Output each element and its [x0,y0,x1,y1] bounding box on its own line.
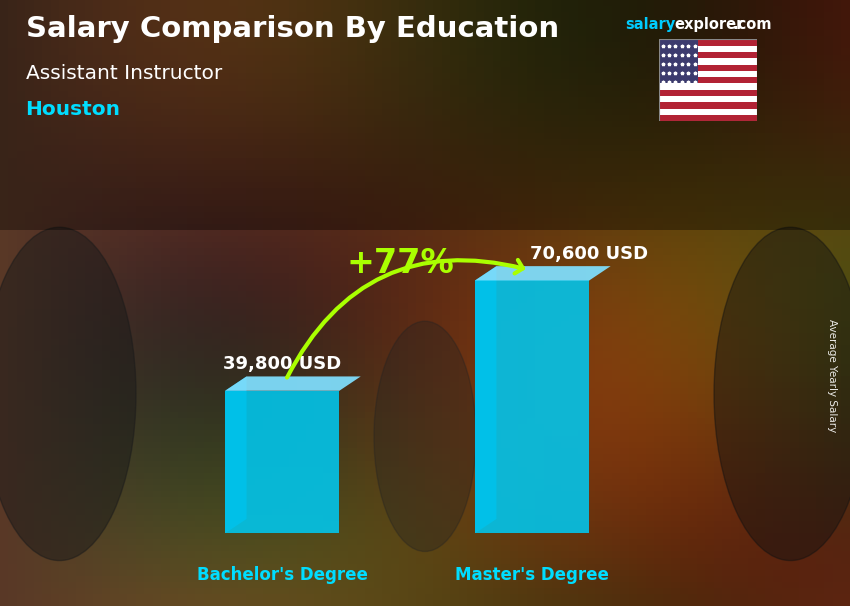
Bar [659,39,756,45]
Text: explorer: explorer [674,17,744,32]
Bar [659,65,756,71]
Text: 70,600 USD: 70,600 USD [530,245,649,262]
Polygon shape [225,376,360,391]
Bar [659,52,756,58]
Bar [659,96,756,102]
Text: Average Yearly Salary: Average Yearly Salary [827,319,837,432]
Ellipse shape [374,321,476,551]
Ellipse shape [0,227,136,561]
Polygon shape [225,376,246,533]
Polygon shape [475,266,496,533]
Text: Assistant Instructor: Assistant Instructor [26,64,222,82]
Bar [659,71,756,77]
Bar [659,45,756,52]
Polygon shape [475,266,610,281]
Bar [659,58,756,65]
Ellipse shape [714,227,850,561]
Polygon shape [225,391,339,533]
Text: +77%: +77% [346,247,454,281]
Text: .com: .com [733,17,772,32]
Text: Houston: Houston [26,100,121,119]
Bar [659,77,756,84]
Text: Salary Comparison By Education: Salary Comparison By Education [26,15,558,43]
Bar [659,84,756,90]
Text: salary: salary [625,17,675,32]
Bar [659,108,756,115]
Bar [659,102,756,108]
Bar [659,90,756,96]
Polygon shape [475,281,589,533]
Bar [0,0,850,230]
Text: Master's Degree: Master's Degree [455,565,609,584]
Bar [659,39,698,84]
Bar [659,115,756,121]
Text: Bachelor's Degree: Bachelor's Degree [196,565,368,584]
Text: 39,800 USD: 39,800 USD [223,355,342,373]
